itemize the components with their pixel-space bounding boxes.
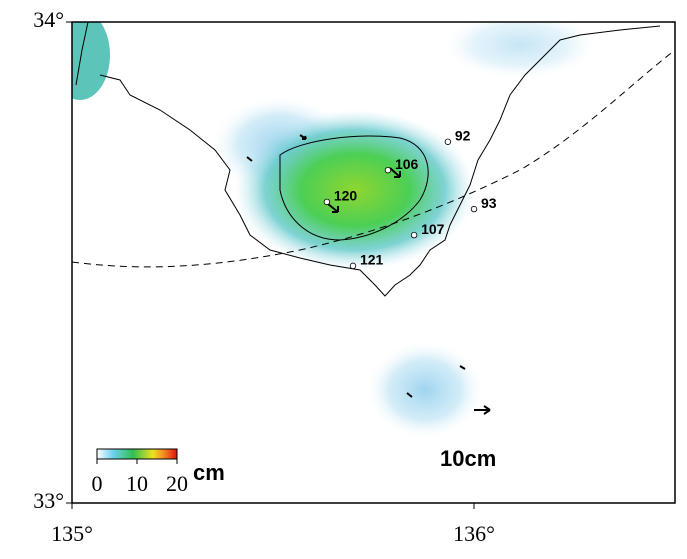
map-area — [72, 22, 675, 440]
y-tick-label: 33° — [33, 488, 64, 513]
y-tick-label: 34° — [33, 7, 64, 32]
colorbar-tick-label: 10 — [126, 471, 148, 496]
station — [349, 262, 357, 270]
station-label: 92 — [455, 127, 471, 143]
field-patch — [365, 340, 485, 440]
coastline — [75, 22, 661, 297]
field-patch — [72, 22, 110, 100]
station — [410, 231, 418, 239]
colorbar-unit: cm — [193, 460, 225, 485]
field-patch — [235, 110, 475, 270]
field-patch — [440, 22, 600, 80]
vectors — [246, 134, 491, 415]
station-label: 107 — [421, 221, 445, 237]
station-label: 121 — [360, 252, 384, 268]
contour — [279, 135, 429, 241]
colorbar-tick-label: 0 — [92, 471, 103, 496]
x-tick-label: 136° — [453, 521, 495, 546]
frame — [71, 21, 676, 504]
station-label: 106 — [395, 156, 419, 172]
station-label: 93 — [481, 195, 497, 211]
station — [384, 166, 392, 174]
colorbar-tick-label: 20 — [166, 471, 188, 496]
station — [323, 198, 331, 206]
trench-line — [72, 49, 675, 268]
station — [470, 205, 478, 213]
colorbar — [96, 448, 178, 460]
x-tick-label: 135° — [51, 521, 93, 546]
station-label: 120 — [334, 188, 358, 204]
scale-label: 10cm — [440, 446, 496, 471]
station — [444, 138, 452, 145]
